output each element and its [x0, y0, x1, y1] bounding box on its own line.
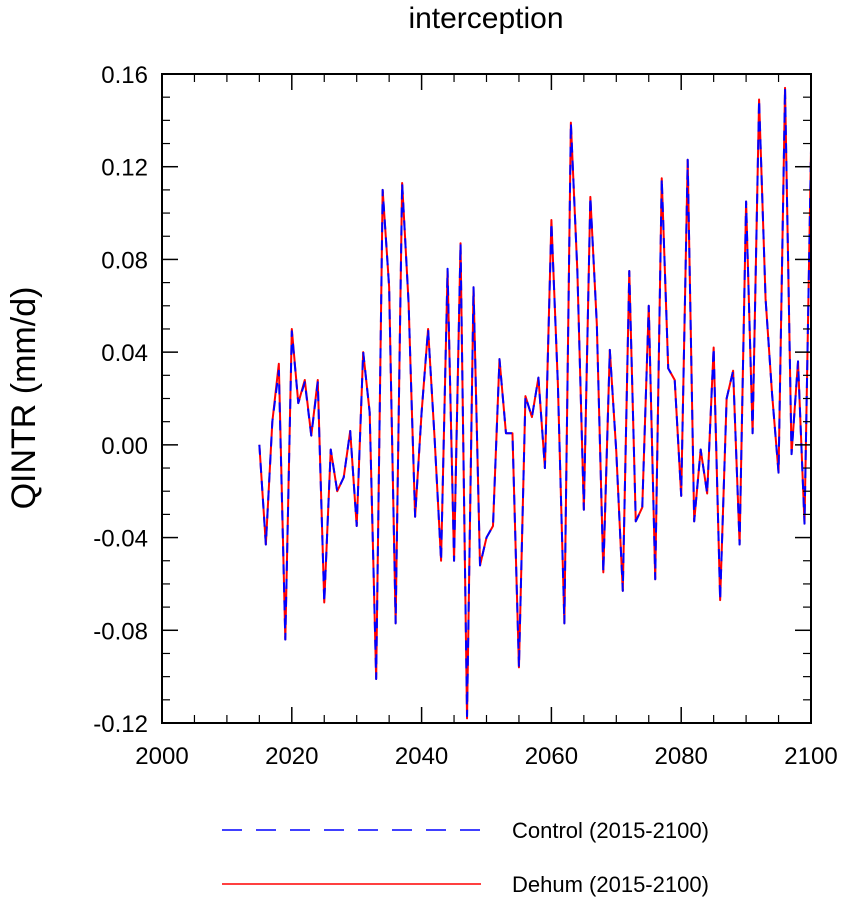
y-tick-label: 0.08	[101, 247, 148, 274]
series-line	[258, 86, 812, 718]
y-tick-label: 0.16	[101, 62, 148, 89]
y-tick-label: -0.12	[93, 711, 148, 738]
legend-label: Control (2015-2100)	[512, 818, 709, 843]
x-tick-label: 2060	[525, 743, 578, 770]
y-tick-label: -0.04	[93, 526, 148, 553]
x-tick-label: 2040	[395, 743, 448, 770]
axis-ticks: 2000 2020 2040 2060 2080 2100 -0.12 -0.08 -0.04 0…	[93, 62, 837, 770]
y-tick-label: 0.00	[101, 433, 148, 460]
x-tick-label: 2000	[135, 743, 188, 770]
chart-title: interception	[408, 2, 563, 35]
x-tick-label: 2020	[265, 743, 318, 770]
y-tick-label: 0.04	[101, 340, 148, 367]
series-line	[258, 86, 812, 720]
plot-area	[258, 86, 812, 720]
y-tick-label: 0.12	[101, 155, 148, 182]
x-tick-label: 2080	[655, 743, 708, 770]
plot-frame	[161, 73, 812, 724]
y-axis-label: QINTR (mm/d)	[5, 287, 43, 510]
x-tick-label: 2100	[784, 743, 837, 770]
legend-label: Dehum (2015-2100)	[512, 872, 709, 897]
legend: Control (2015-2100) Dehum (2015-2100)	[222, 818, 709, 897]
y-tick-label: -0.08	[93, 618, 148, 645]
